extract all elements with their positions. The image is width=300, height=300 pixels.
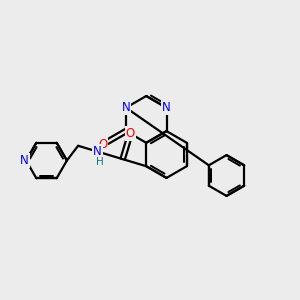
Text: H: H [96,157,104,167]
Text: O: O [126,127,135,140]
Text: N: N [122,101,130,114]
Text: N: N [20,154,29,167]
Text: N: N [93,145,102,158]
Text: N: N [162,101,171,114]
Text: O: O [98,138,107,151]
